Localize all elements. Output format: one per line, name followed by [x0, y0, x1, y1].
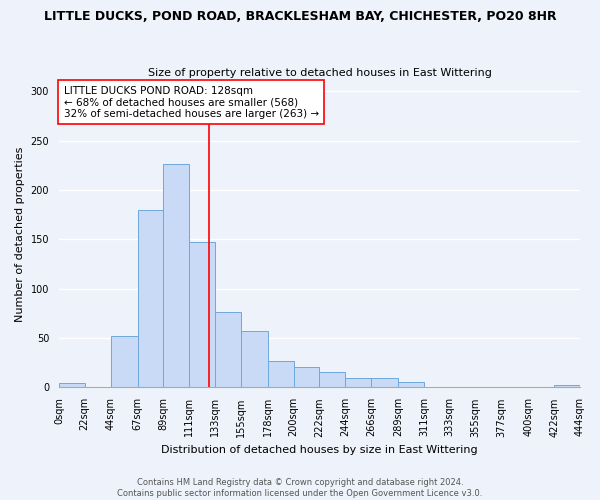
Bar — [137, 210, 163, 388]
Bar — [293, 366, 319, 388]
Text: LITTLE DUCKS, POND ROAD, BRACKLESHAM BAY, CHICHESTER, PO20 8HR: LITTLE DUCKS, POND ROAD, BRACKLESHAM BAY… — [44, 10, 556, 23]
Bar — [163, 164, 189, 388]
Bar — [398, 382, 424, 388]
Title: Size of property relative to detached houses in East Wittering: Size of property relative to detached ho… — [148, 68, 491, 78]
Bar — [59, 382, 85, 388]
Bar — [371, 378, 398, 388]
Bar — [345, 378, 371, 388]
Bar — [554, 386, 580, 388]
X-axis label: Distribution of detached houses by size in East Wittering: Distribution of detached houses by size … — [161, 445, 478, 455]
Text: Contains HM Land Registry data © Crown copyright and database right 2024.
Contai: Contains HM Land Registry data © Crown c… — [118, 478, 482, 498]
Text: LITTLE DUCKS POND ROAD: 128sqm
← 68% of detached houses are smaller (568)
32% of: LITTLE DUCKS POND ROAD: 128sqm ← 68% of … — [64, 86, 319, 118]
Bar — [268, 361, 293, 388]
Y-axis label: Number of detached properties: Number of detached properties — [15, 147, 25, 322]
Bar — [110, 336, 137, 388]
Bar — [319, 372, 345, 388]
Bar — [215, 312, 241, 388]
Bar — [189, 242, 215, 388]
Bar — [241, 331, 268, 388]
